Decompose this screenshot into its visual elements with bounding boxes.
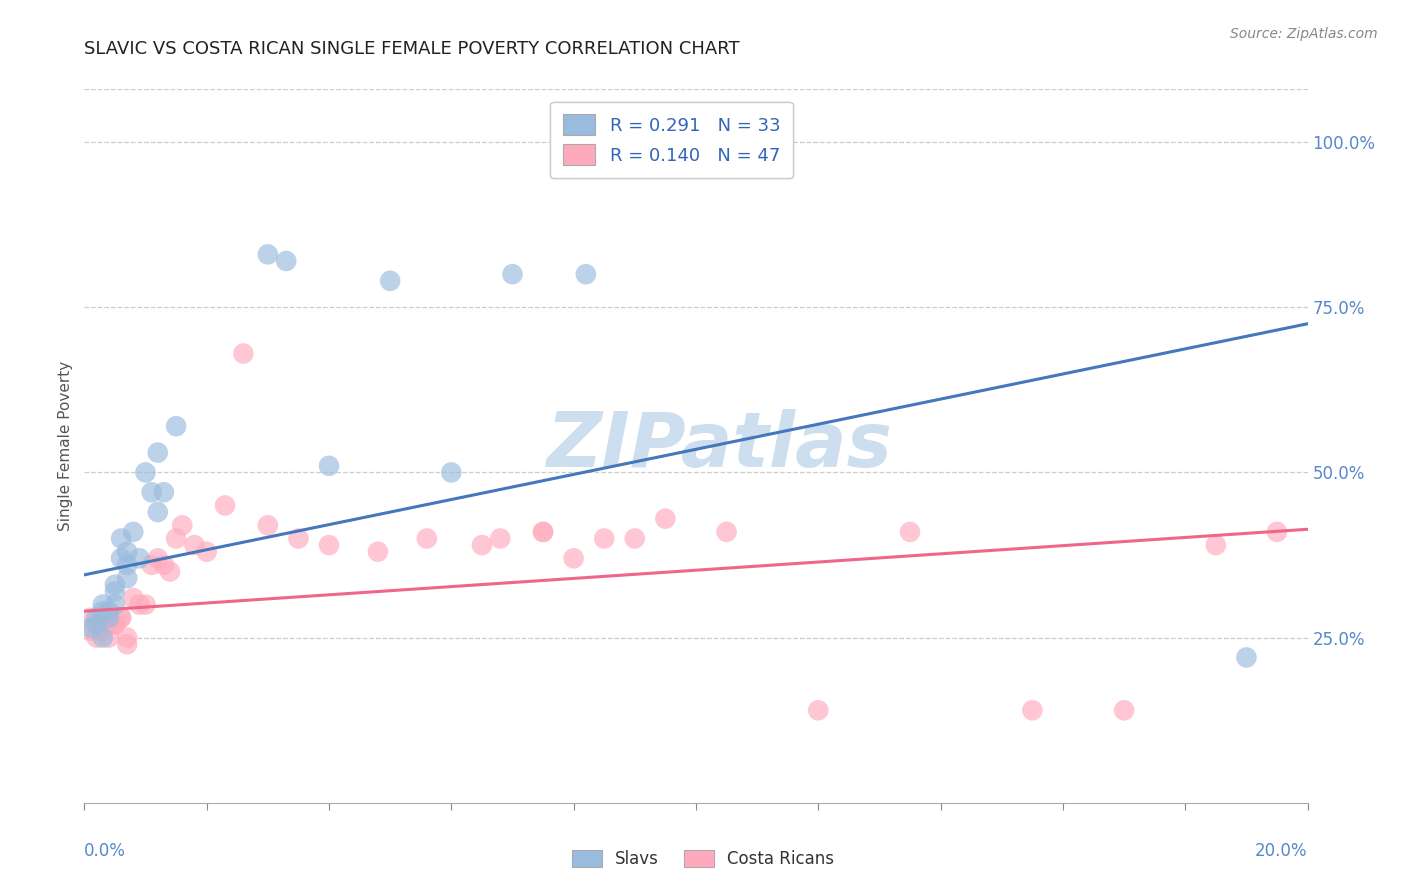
Point <box>146 445 169 459</box>
Legend: R = 0.291   N = 33, R = 0.140   N = 47: R = 0.291 N = 33, R = 0.140 N = 47 <box>550 102 793 178</box>
Point <box>1236 650 1258 665</box>
Point <box>110 532 132 546</box>
Point <box>135 466 157 480</box>
Point <box>489 532 512 546</box>
Point <box>287 532 309 546</box>
Point <box>575 267 598 281</box>
Point <box>104 617 127 632</box>
Point <box>471 538 494 552</box>
Point <box>624 532 647 546</box>
Point <box>104 584 127 599</box>
Point <box>318 538 340 552</box>
Point <box>115 558 138 572</box>
Point <box>128 551 150 566</box>
Point <box>79 621 101 635</box>
Point <box>1114 703 1136 717</box>
Point <box>195 545 218 559</box>
Point <box>380 274 402 288</box>
Text: 0.0%: 0.0% <box>84 842 127 860</box>
Point <box>91 604 114 618</box>
Point <box>165 419 187 434</box>
Point <box>86 617 108 632</box>
Point <box>593 532 616 546</box>
Point <box>135 598 157 612</box>
Point <box>146 551 169 566</box>
Point <box>716 524 738 539</box>
Point <box>232 346 254 360</box>
Point <box>79 611 101 625</box>
Point <box>502 267 524 281</box>
Point <box>91 617 114 632</box>
Point <box>104 617 127 632</box>
Point <box>146 505 169 519</box>
Point <box>97 617 120 632</box>
Point <box>86 611 108 625</box>
Point <box>86 631 108 645</box>
Point <box>172 518 194 533</box>
Point <box>367 545 389 559</box>
Point <box>122 591 145 605</box>
Point <box>104 578 127 592</box>
Point <box>276 254 298 268</box>
Text: Source: ZipAtlas.com: Source: ZipAtlas.com <box>1230 27 1378 41</box>
Point <box>91 598 114 612</box>
Point <box>115 637 138 651</box>
Point <box>153 558 176 572</box>
Point <box>1021 703 1043 717</box>
Point <box>183 538 205 552</box>
Point <box>654 511 676 525</box>
Point <box>531 524 554 539</box>
Point <box>807 703 830 717</box>
Point <box>562 551 585 566</box>
Point <box>91 631 114 645</box>
Text: SLAVIC VS COSTA RICAN SINGLE FEMALE POVERTY CORRELATION CHART: SLAVIC VS COSTA RICAN SINGLE FEMALE POVE… <box>84 40 740 58</box>
Point <box>110 551 132 566</box>
Text: 20.0%: 20.0% <box>1256 842 1308 860</box>
Point <box>153 485 176 500</box>
Point <box>440 466 463 480</box>
Point <box>165 532 187 546</box>
Point <box>86 617 108 632</box>
Point <box>257 247 280 261</box>
Y-axis label: Single Female Poverty: Single Female Poverty <box>58 361 73 531</box>
Point <box>97 604 120 618</box>
Point <box>654 154 676 169</box>
Point <box>115 571 138 585</box>
Point <box>531 524 554 539</box>
Point <box>898 524 921 539</box>
Text: ZIPatlas: ZIPatlas <box>547 409 893 483</box>
Point <box>141 485 163 500</box>
Point <box>159 565 181 579</box>
Legend: Slavs, Costa Ricans: Slavs, Costa Ricans <box>565 843 841 875</box>
Point <box>318 458 340 473</box>
Point <box>416 532 439 546</box>
Point <box>104 598 127 612</box>
Point <box>97 611 120 625</box>
Point <box>1265 524 1288 539</box>
Point <box>115 631 138 645</box>
Point <box>257 518 280 533</box>
Point <box>79 624 101 638</box>
Point <box>91 624 114 638</box>
Point <box>1205 538 1227 552</box>
Point <box>115 545 138 559</box>
Point <box>128 598 150 612</box>
Point <box>110 611 132 625</box>
Point <box>110 611 132 625</box>
Point <box>141 558 163 572</box>
Point <box>214 499 236 513</box>
Point <box>122 524 145 539</box>
Point <box>97 631 120 645</box>
